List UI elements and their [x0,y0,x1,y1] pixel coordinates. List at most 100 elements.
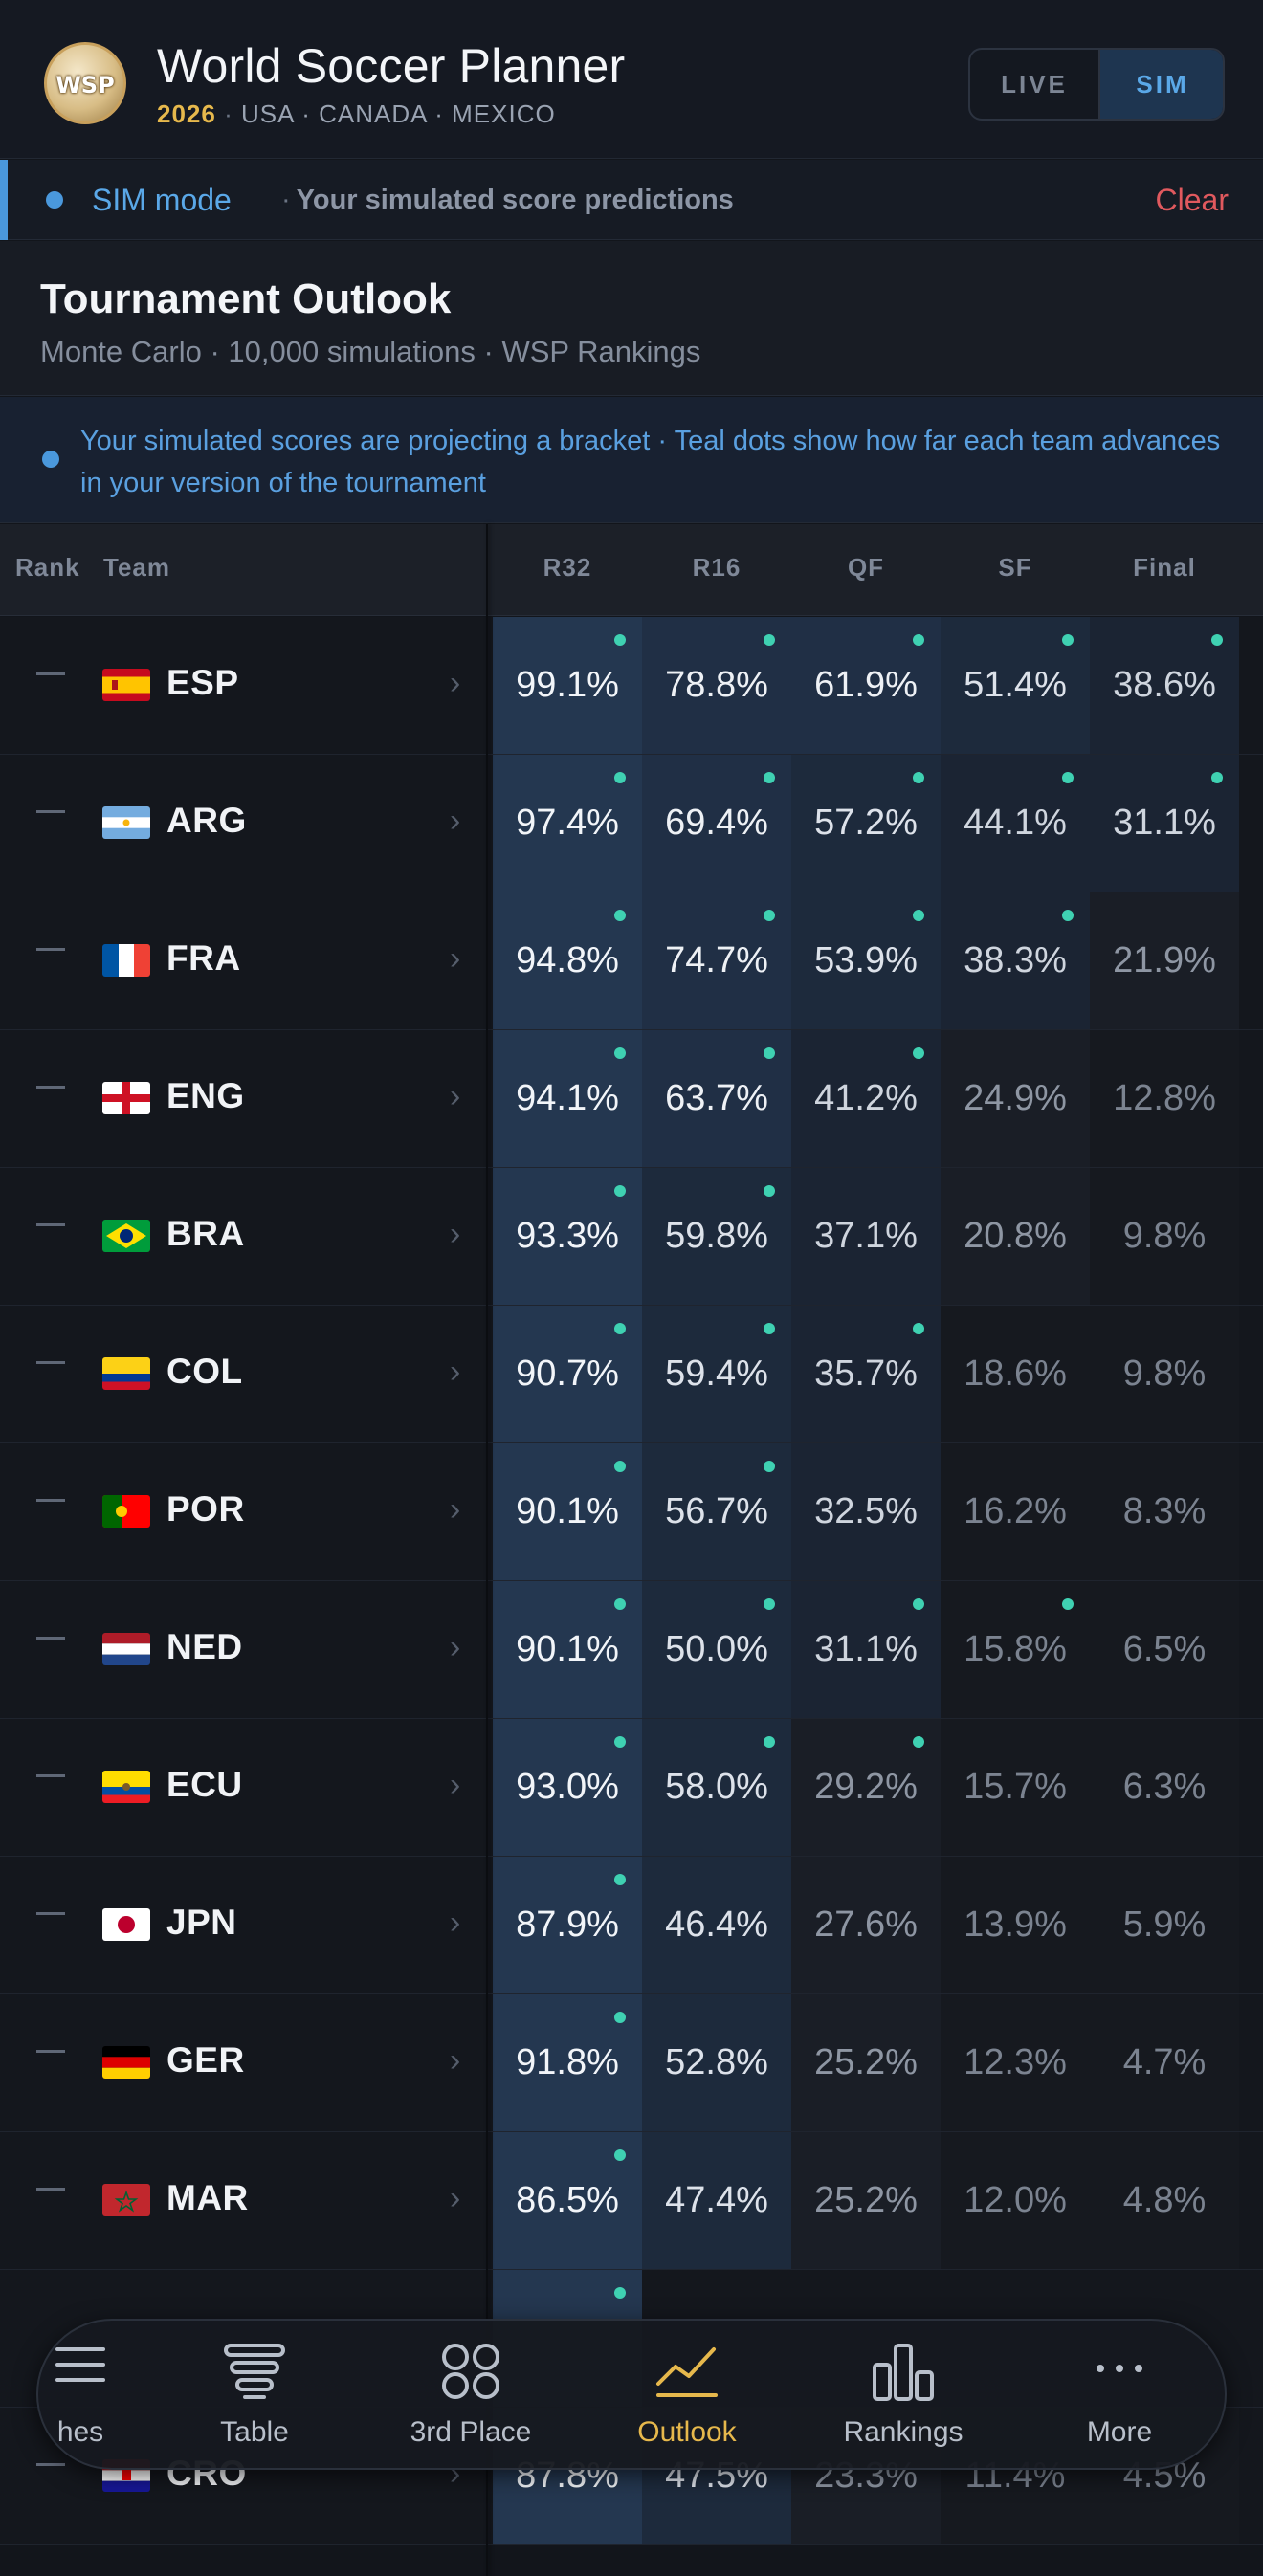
nav-matches[interactable]: hes [38,2321,176,2468]
final-probability: 6.3% [1090,1719,1239,1856]
advance-dot-icon [1062,634,1074,646]
chevron-right-icon[interactable]: › [450,1491,461,1528]
outlook-icon [656,2347,718,2397]
team-header[interactable]: Team [103,553,170,582]
table-row[interactable]: MAR › 86.5% 47.4% 25.2% 12.0% 4.8% [0,2132,1263,2270]
table-row[interactable]: NED › 90.1% 50.0% 31.1% 15.8% 6.5% [0,1581,1263,1719]
r16-header[interactable]: R16 [692,553,742,582]
info-dot-icon [42,451,59,468]
qf-probability: 29.2% [791,1719,941,1856]
sf-header[interactable]: SF [998,553,1032,582]
advance-dot-icon [764,1736,775,1748]
final-header[interactable]: Final [1133,553,1196,582]
team-code: POR [166,1489,245,1529]
sim-mode-button[interactable]: SIM [1098,50,1223,119]
info-banner: Your simulated scores are projecting a b… [0,397,1263,523]
advance-dot-icon [764,1185,775,1197]
team-code: JPN [166,1903,237,1942]
frozen-column-divider [486,524,488,2576]
chevron-right-icon[interactable]: › [450,1629,461,1665]
table-row[interactable]: GER › 91.8% 52.8% 25.2% 12.3% 4.7% [0,1994,1263,2132]
chevron-right-icon[interactable]: › [450,803,461,839]
final-probability: 12.8% [1090,1030,1239,1167]
nav-more[interactable]: More [1024,2321,1215,2468]
app-header: WSP World Soccer Planner 2026 · USA · CA… [0,0,1263,159]
table-row[interactable]: ECU › 93.0% 58.0% 29.2% 15.7% 6.3% [0,1719,1263,1857]
live-mode-button[interactable]: LIVE [1001,70,1068,99]
chevron-right-icon[interactable]: › [450,1904,461,1941]
rank-header[interactable]: Rank [15,553,80,582]
germany-flag-icon [102,2046,150,2079]
app-subtitle: 2026 · USA · CANADA · MEXICO [157,99,556,128]
chevron-right-icon[interactable]: › [450,1767,461,1803]
chevron-right-icon[interactable]: › [450,1216,461,1252]
table-row[interactable]: ARG › 97.4% 69.4% 57.2% 44.1% 31.1% [0,755,1263,892]
table-row[interactable]: FRA › 94.8% 74.7% 53.9% 38.3% 21.9% [0,892,1263,1030]
brazil-flag-icon [102,1220,150,1252]
nav-rankings[interactable]: Rankings [808,2321,999,2468]
table-row[interactable]: BRA › 93.3% 59.8% 37.1% 20.8% 9.8% [0,1168,1263,1306]
rank-placeholder [36,672,65,675]
r32-probability: 99.1% [493,617,642,754]
table-row[interactable]: ESP › 99.1% 78.8% 61.9% 51.4% 38.6% [0,617,1263,755]
table-row[interactable]: JPN › 87.9% 46.4% 27.6% 13.9% 5.9% [0,1857,1263,1994]
team-code: ESP [166,663,239,702]
chevron-right-icon[interactable]: › [450,1078,461,1114]
chevron-right-icon[interactable]: › [450,665,461,701]
table-row[interactable]: POR › 90.1% 56.7% 32.5% 16.2% 8.3% [0,1443,1263,1581]
app-title: World Soccer Planner [157,39,626,93]
chevron-right-icon[interactable]: › [450,2455,461,2492]
qf-header[interactable]: QF [847,553,885,582]
spain-flag-icon [102,669,150,701]
england-flag-icon [102,1082,150,1114]
r32-header[interactable]: R32 [543,553,592,582]
final-probability: 9.8% [1090,1168,1239,1305]
advance-dot-icon [764,1461,775,1472]
wsp-logo-icon: WSP [44,42,126,124]
chevron-right-icon[interactable]: › [450,1354,461,1390]
chevron-right-icon[interactable]: › [450,940,461,977]
advance-dot-icon [614,2287,626,2299]
advance-dot-icon [764,772,775,783]
team-code: ECU [166,1765,243,1804]
team-code: NED [166,1627,243,1666]
nav-third-place[interactable]: 3rd Place [375,2321,566,2468]
rank-placeholder [36,1774,65,1777]
table-icon [224,2344,285,2399]
nav-table[interactable]: Table [159,2321,350,2468]
sf-probability: 12.3% [941,1994,1090,2131]
team-code: BRA [166,1214,245,1253]
page-subtitle: Monte Carlo · 10,000 simulations · WSP R… [40,335,701,368]
colombia-flag-icon [102,1357,150,1390]
chevron-right-icon[interactable]: › [450,2042,461,2079]
advance-dot-icon [913,1323,924,1334]
info-text: Your simulated scores are projecting a b… [80,426,1221,498]
chevron-right-icon[interactable]: › [450,2180,461,2216]
team-code: MAR [166,2178,249,2217]
rank-placeholder [36,1223,65,1226]
sim-status-dot-icon [46,191,63,209]
sf-probability: 24.9% [941,1030,1090,1167]
advance-dot-icon [1062,1598,1074,1610]
matches-icon [55,2347,105,2382]
more-icon [1097,2365,1142,2372]
clear-button[interactable]: Clear [1155,183,1229,217]
team-code: ARG [166,801,247,840]
r16-probability: 58.0% [642,1719,791,1856]
ecuador-flag-icon [102,1771,150,1803]
portugal-flag-icon [102,1495,150,1528]
rank-placeholder [36,2188,65,2191]
advance-dot-icon [614,772,626,783]
advance-dot-icon [913,910,924,921]
sf-probability: 20.8% [941,1168,1090,1305]
advance-dot-icon [1211,772,1223,783]
advance-dot-icon [614,1323,626,1334]
advance-dot-icon [913,1736,924,1748]
advance-dot-icon [764,1598,775,1610]
advance-dot-icon [913,634,924,646]
nav-outlook[interactable]: Outlook [591,2321,783,2468]
advance-dot-icon [614,1874,626,1885]
table-row[interactable]: ENG › 94.1% 63.7% 41.2% 24.9% 12.8% [0,1030,1263,1168]
table-row[interactable]: COL › 90.7% 59.4% 35.7% 18.6% 9.8% [0,1306,1263,1443]
team-code: COL [166,1352,243,1391]
